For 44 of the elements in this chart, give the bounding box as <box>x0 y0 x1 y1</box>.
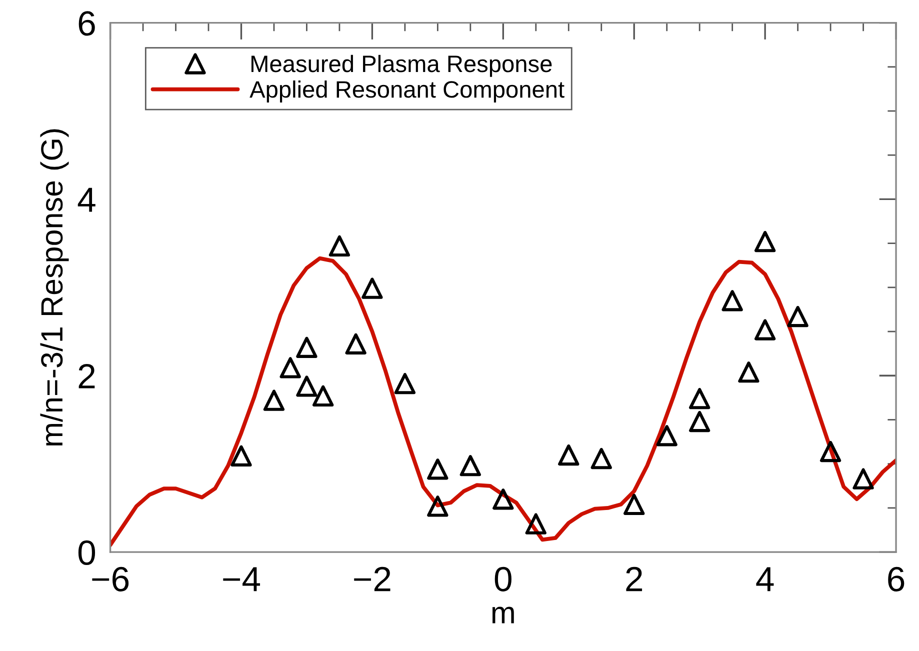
point <box>656 425 678 446</box>
x-tick-label: 4 <box>756 567 774 592</box>
y-tick-label: 0 <box>78 540 96 565</box>
x-tick-label: 0 <box>494 566 512 592</box>
point <box>590 448 612 470</box>
point <box>754 230 776 252</box>
point <box>722 290 743 312</box>
x-tick-label: −4 <box>223 567 260 592</box>
point <box>296 336 318 358</box>
y-tick-label: 4 <box>78 188 96 212</box>
x-tick-label: 6 <box>888 566 904 592</box>
point <box>624 494 645 515</box>
point <box>492 488 514 510</box>
point <box>427 496 448 517</box>
line-series <box>110 256 896 547</box>
point <box>263 390 285 411</box>
point <box>460 455 481 476</box>
point <box>787 306 808 328</box>
point <box>558 444 580 466</box>
point <box>328 235 350 257</box>
legend-label: Measured Plasma Response <box>251 54 552 77</box>
point <box>738 362 760 383</box>
y-axis-title: m/n=-3/1 Response (G) <box>40 129 69 446</box>
point <box>296 376 318 397</box>
point <box>394 372 416 394</box>
point <box>312 385 334 406</box>
point <box>820 440 842 462</box>
point <box>427 458 448 480</box>
point <box>754 319 776 340</box>
point <box>689 410 710 432</box>
legend-label: Applied Resonant Component <box>250 80 564 102</box>
y-tick-label: 2 <box>78 364 95 388</box>
point <box>525 513 546 534</box>
point <box>230 445 252 466</box>
point <box>280 357 301 378</box>
point <box>689 388 710 410</box>
x-axis-title: m <box>492 606 514 624</box>
x-tick-label: 2 <box>626 566 642 592</box>
point <box>345 333 366 354</box>
point <box>362 278 383 299</box>
y-tick-label: 6 <box>78 11 95 36</box>
x-tick-label: −6 <box>92 566 129 592</box>
point <box>852 468 874 490</box>
x-tick-label: −2 <box>354 566 390 592</box>
